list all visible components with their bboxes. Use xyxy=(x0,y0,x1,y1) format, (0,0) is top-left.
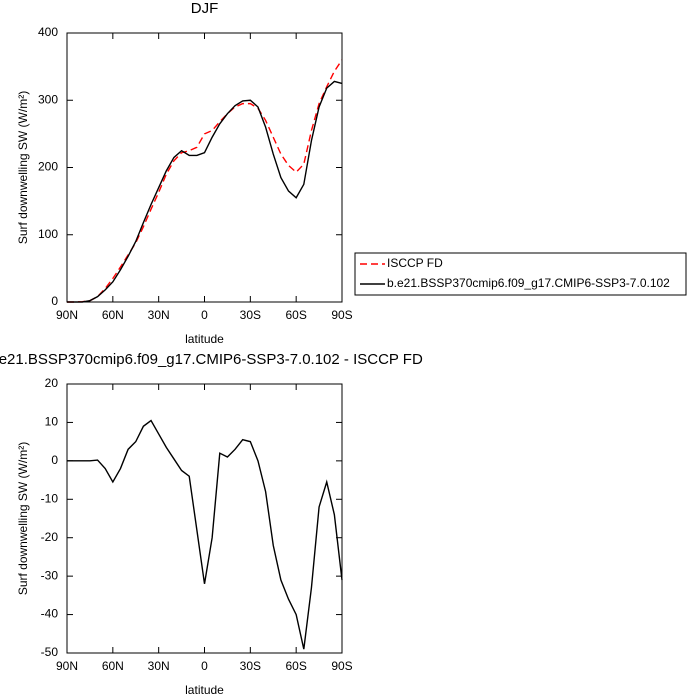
chart-title: DJF xyxy=(191,0,219,17)
chart-title: b.e21.BSSP370cmip6.f09_g17.CMIP6-SSP3-7.… xyxy=(0,351,423,368)
x-tick-label: 90N xyxy=(56,308,78,322)
y-tick-label: 20 xyxy=(45,376,59,390)
x-tick-label: 90S xyxy=(331,308,352,322)
y-tick-label: 10 xyxy=(45,415,59,429)
legend-label: b.e21.BSSP370cmip6.f09_g17.CMIP6-SSP3-7.… xyxy=(387,276,670,290)
y-axis-label: Surf downwelling SW (W/m²) xyxy=(16,442,30,595)
x-tick-label: 60S xyxy=(285,308,306,322)
y-tick-label: 200 xyxy=(38,160,58,174)
y-tick-label: 100 xyxy=(38,227,58,241)
x-tick-label: 60N xyxy=(102,308,124,322)
x-tick-label: 0 xyxy=(201,659,208,673)
y-tick-label: 0 xyxy=(51,453,58,467)
x-tick-label: 60S xyxy=(285,659,306,673)
x-tick-label: 60N xyxy=(102,659,124,673)
data-line xyxy=(67,419,343,650)
x-tick-label: 30S xyxy=(240,308,261,322)
y-tick-label: 300 xyxy=(38,92,58,106)
plot-frame xyxy=(66,32,343,303)
x-tick-label: 30N xyxy=(148,308,170,322)
x-tick-label: 30N xyxy=(148,659,170,673)
y-tick-label: -10 xyxy=(41,491,59,505)
y-tick-label: -20 xyxy=(41,530,59,544)
y-tick-label: 400 xyxy=(38,25,58,39)
plot-frame xyxy=(66,383,343,654)
x-tick-label: 90S xyxy=(331,659,352,673)
x-axis-label: latitude xyxy=(185,683,224,697)
x-tick-label: 0 xyxy=(201,308,208,322)
y-tick-label: -40 xyxy=(41,607,59,621)
x-tick-label: 30S xyxy=(240,659,261,673)
y-tick-label: -30 xyxy=(41,568,59,582)
data-line xyxy=(67,80,343,303)
y-axis-label: Surf downwelling SW (W/m²) xyxy=(16,91,30,244)
y-tick-label: -50 xyxy=(41,645,59,659)
data-line xyxy=(67,59,343,303)
legend-box xyxy=(354,252,687,296)
x-tick-label: 90N xyxy=(56,659,78,673)
x-axis-label: latitude xyxy=(185,332,224,346)
y-tick-label: 0 xyxy=(51,294,58,308)
legend-label: ISCCP FD xyxy=(387,256,443,270)
